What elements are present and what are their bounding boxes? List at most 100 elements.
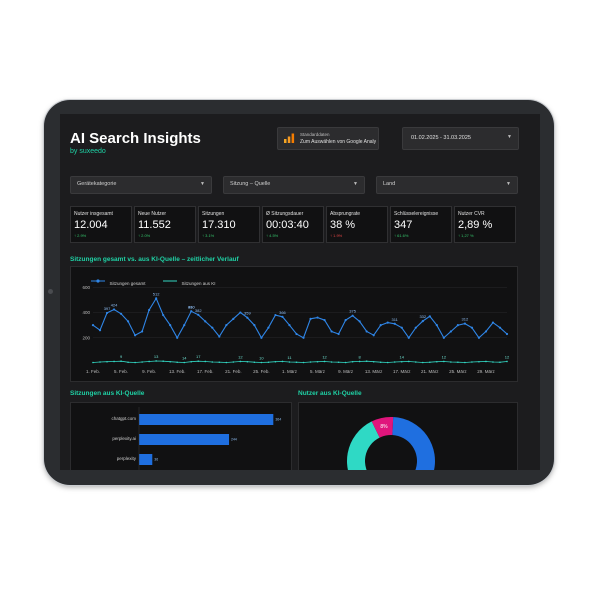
filter-device-category[interactable]: Gerätekategorie ▼ bbox=[70, 176, 212, 194]
chevron-down-icon: ▼ bbox=[506, 181, 511, 187]
series-ai-point bbox=[267, 361, 270, 364]
series-ai-point bbox=[323, 360, 326, 363]
series-ai-point bbox=[330, 361, 333, 363]
y-tick-label: 600 bbox=[82, 285, 90, 290]
data-label-ai: 13 bbox=[154, 354, 159, 359]
series-total-point bbox=[225, 324, 228, 327]
x-tick-label: 29. März bbox=[477, 369, 495, 374]
kpi-value: 38 % bbox=[330, 219, 356, 231]
x-tick-label: 25. Feb. bbox=[253, 369, 270, 374]
data-source-selector[interactable]: Standarddaten Zum Auswählen von Google A… bbox=[277, 127, 379, 150]
kpi-delta: ↑ 1,27 % bbox=[458, 233, 474, 238]
series-total-point bbox=[393, 322, 396, 325]
date-range-picker[interactable]: 01.02.2025 - 31.03.2025 ▼ bbox=[402, 127, 519, 150]
series-total-point bbox=[246, 316, 249, 319]
kpi-delta: ↑ 1.9% bbox=[330, 233, 343, 238]
page-title: AI Search Insights bbox=[70, 130, 201, 147]
ai-users-donut-chart: 8% bbox=[347, 417, 435, 470]
series-ai-point bbox=[176, 361, 179, 364]
data-source-label: Standarddaten bbox=[300, 132, 330, 137]
data-label-total: 359 bbox=[244, 311, 251, 316]
series-total-point bbox=[91, 324, 95, 327]
filter-country[interactable]: Land ▼ bbox=[376, 176, 518, 194]
series-ai-point bbox=[155, 360, 157, 362]
data-label-ai: 12 bbox=[322, 354, 327, 359]
series-ai-point bbox=[379, 361, 382, 364]
series-ai-point bbox=[281, 360, 284, 363]
series-total-point bbox=[288, 324, 291, 327]
series-ai-point bbox=[239, 360, 242, 363]
series-total-point bbox=[190, 310, 193, 313]
series-ai-point bbox=[246, 360, 249, 363]
kpi-delta: ↑ 4.5% bbox=[266, 233, 279, 238]
chevron-down-icon: ▼ bbox=[353, 181, 358, 187]
kpi-sessions: Sitzungen 17.310 ↑ 3.1% bbox=[198, 206, 260, 243]
series-total-point bbox=[267, 326, 270, 329]
donut-slice bbox=[392, 417, 435, 470]
series-total-point bbox=[302, 336, 305, 339]
series-total-point bbox=[155, 297, 158, 300]
line-chart-panel: Sitzungen gesamt Sitzungen aus KI 200 400… bbox=[70, 266, 518, 382]
data-label-ai: 14 bbox=[400, 355, 405, 360]
data-label-total: 332 bbox=[419, 314, 426, 319]
series-total-point bbox=[218, 335, 221, 338]
series-ai-point bbox=[169, 360, 171, 363]
filter-label: Gerätekategorie bbox=[77, 181, 117, 187]
series-ai-point bbox=[316, 360, 319, 363]
bar-category-label: perplexity bbox=[117, 456, 137, 461]
series-total-point bbox=[105, 311, 109, 315]
bar-category-label: perplexity.ai bbox=[112, 436, 136, 441]
series-ai-point bbox=[450, 361, 452, 363]
series-ai-point bbox=[225, 361, 228, 364]
series-total-point bbox=[337, 332, 340, 336]
series-total-point bbox=[98, 329, 102, 332]
data-label-ai: 12 bbox=[505, 354, 510, 359]
page-subtitle: by suxeedo bbox=[70, 148, 106, 155]
series-ai-point bbox=[295, 361, 298, 364]
data-label-total: 311 bbox=[392, 317, 399, 322]
kpi-value: 00:03:40 bbox=[266, 219, 309, 231]
filter-label: Sitzung – Quelle bbox=[230, 181, 271, 187]
series-ai-point bbox=[204, 360, 207, 363]
data-label-ai: 12 bbox=[442, 354, 447, 359]
sessions-line-chart: 200 400 600 1. Feb. 5. Feb. 9. Feb. 13. Feb. 17… bbox=[82, 285, 510, 374]
series-total-point bbox=[351, 314, 354, 317]
kpi-delta: ↑ 2.0% bbox=[138, 233, 151, 238]
bar bbox=[139, 434, 230, 445]
series-ai-point bbox=[393, 361, 396, 363]
legend-ai-label: Sitzungen aus KI bbox=[181, 281, 216, 286]
filter-session-source[interactable]: Sitzung – Quelle ▼ bbox=[223, 176, 365, 194]
kpi-delta: ↑ 3.1% bbox=[202, 233, 215, 238]
series-ai-point bbox=[127, 361, 129, 364]
kpi-value: 12.004 bbox=[74, 219, 108, 231]
series-ai-point bbox=[421, 361, 424, 364]
legend-total[interactable]: Sitzungen gesamt bbox=[91, 272, 145, 290]
y-tick-label: 400 bbox=[82, 310, 90, 315]
legend-total-label: Sitzungen gesamt bbox=[109, 281, 146, 286]
series-ai-point bbox=[302, 361, 305, 364]
kpi-value: 11.552 bbox=[138, 219, 171, 231]
data-label-total: 366 bbox=[279, 310, 286, 315]
legend-ai[interactable]: Sitzungen aus KI bbox=[163, 272, 215, 290]
series-ai-point bbox=[197, 360, 200, 363]
series-total-point bbox=[309, 317, 312, 320]
series-total-point bbox=[435, 324, 438, 327]
x-tick-label: 17. März bbox=[393, 369, 411, 374]
series-total-point bbox=[183, 324, 186, 327]
series-ai-point bbox=[92, 361, 94, 364]
series-total-point bbox=[162, 313, 165, 317]
series-total-point bbox=[330, 330, 333, 333]
kpi-new-users: Neue Nutzer 11.552 ↑ 2.0% bbox=[134, 206, 196, 243]
series-total-point bbox=[414, 326, 417, 329]
kpi-avg-session-duration: Ø Sitzungsdauer 00:03:40 ↑ 4.5% bbox=[262, 206, 324, 243]
tablet-camera bbox=[48, 289, 53, 294]
series-total-point bbox=[365, 330, 368, 333]
bar-value-label: 244 bbox=[231, 438, 237, 442]
series-total-point bbox=[400, 326, 403, 329]
filter-label: Land bbox=[383, 181, 396, 187]
series-total-point bbox=[134, 334, 137, 337]
series-total-point bbox=[372, 334, 375, 337]
data-label-total: 312 bbox=[462, 317, 469, 322]
series-ai-line bbox=[92, 360, 508, 363]
series-total-point bbox=[491, 321, 495, 324]
